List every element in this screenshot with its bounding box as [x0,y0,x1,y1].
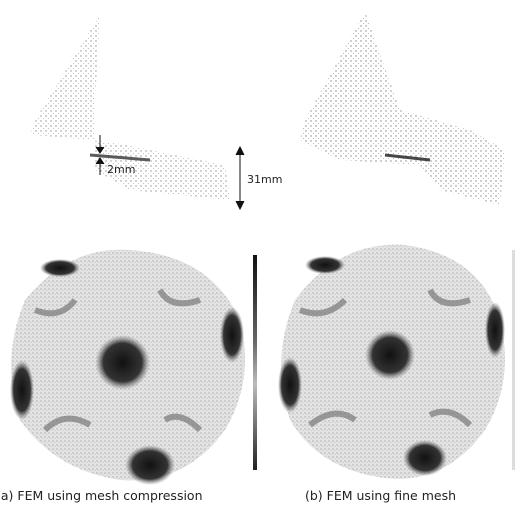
caption: (b) FEM using fine mesh [305,488,456,503]
height-marker [236,147,244,209]
height-label: 31mm [247,173,282,186]
figure: 2mm 31mm (a) FEM using mesh [0,0,532,516]
colorbar-a [253,255,257,470]
thickness-label: 2mm [107,163,135,176]
caption: (a) FEM using mesh compression [0,488,203,503]
contour-a [10,250,245,485]
mesh-b [300,12,505,205]
contour-b [278,245,505,479]
figure-graphics: 2mm 31mm [0,0,532,516]
colorbar-b [512,250,515,470]
